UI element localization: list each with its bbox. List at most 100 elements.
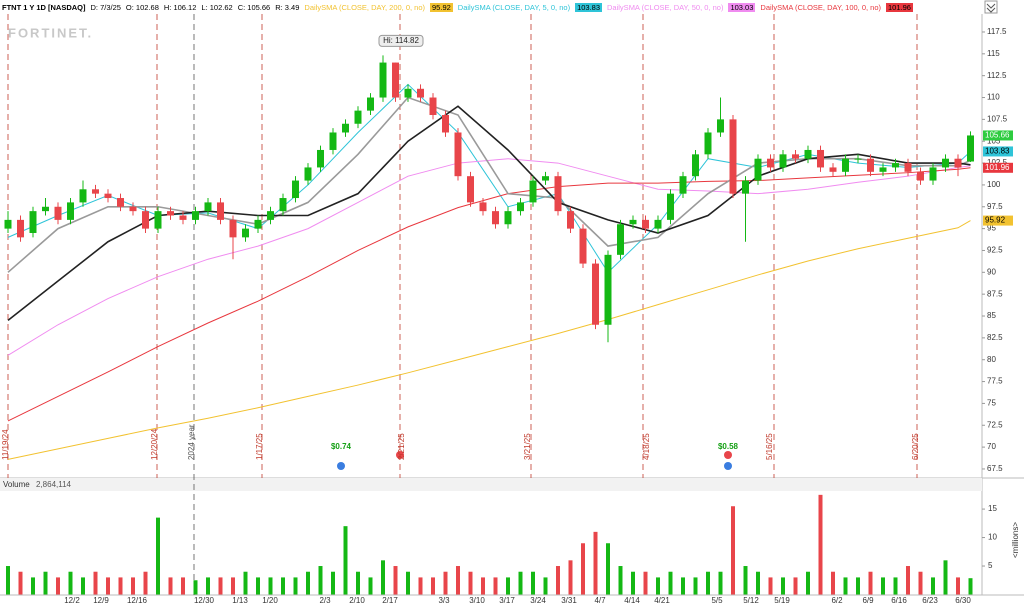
- event-date: 4/18/25: [642, 433, 651, 460]
- symbol: FTNT 1 Y 1D [NASDAQ]: [2, 2, 86, 12]
- candle-body: [117, 198, 124, 207]
- candle-body: [742, 180, 749, 194]
- candle-body: [342, 123, 349, 133]
- volume-bar: [206, 577, 210, 595]
- volume-bar: [256, 577, 260, 595]
- candle-body: [129, 206, 137, 212]
- candle-body: [579, 228, 587, 264]
- candle-body: [242, 228, 249, 238]
- candle-body: [929, 167, 937, 181]
- x-tick-label: 6/23: [922, 596, 938, 605]
- x-tick-label: 6/30: [955, 596, 971, 605]
- x-tick-label: 3/24: [530, 596, 546, 605]
- volume-bar: [331, 571, 335, 595]
- expand-button[interactable]: [984, 0, 998, 14]
- y-tick-label: 70: [987, 442, 996, 451]
- volume-bar: [843, 577, 848, 595]
- y-tick-label: 90: [987, 267, 996, 276]
- earnings-icon[interactable]: [724, 451, 732, 459]
- candle-body: [279, 198, 287, 212]
- volume-bar: [381, 560, 385, 595]
- candle-body: [442, 115, 449, 133]
- x-tick-label: 12/9: [93, 596, 109, 605]
- y-tick-label: 107.5: [987, 114, 1008, 123]
- candle-body: [679, 176, 687, 194]
- candle-body: [804, 149, 812, 159]
- y-tick-label: 100: [987, 180, 1001, 189]
- candle-body: [392, 62, 399, 98]
- candle-body: [629, 219, 637, 225]
- volume-bar: [31, 577, 35, 595]
- volume-bar: [293, 577, 298, 595]
- volume-bar: [531, 571, 535, 595]
- y-tick-label: 75: [987, 399, 996, 408]
- candle-body: [904, 163, 912, 172]
- volume-bar: [593, 531, 598, 595]
- event-date: 6/20/25: [911, 433, 920, 460]
- volume-bar: [268, 577, 273, 595]
- volume-bar: [368, 577, 373, 595]
- candle-body: [267, 211, 274, 220]
- legend-value: 95.92: [430, 2, 453, 12]
- y-tick-label: 95: [987, 224, 996, 233]
- candle-body: [692, 154, 699, 177]
- volume-bar: [756, 571, 760, 595]
- volume-bar: [118, 577, 123, 595]
- x-tick-label: 4/7: [594, 596, 606, 605]
- sma-line: [7, 158, 971, 356]
- volume-bar: [168, 577, 173, 595]
- volume-bar: [431, 577, 435, 595]
- candle-body: [829, 167, 837, 172]
- volume-bar: [581, 543, 585, 595]
- candle-body: [554, 176, 562, 212]
- y-tick-label: 110: [987, 93, 1000, 102]
- volume-bar: [93, 571, 98, 595]
- volume-bar: [443, 571, 448, 595]
- volume-bar: [706, 571, 710, 595]
- y-tick-label: 67.5: [987, 464, 1003, 473]
- candle-body: [654, 219, 662, 229]
- candle-body: [4, 219, 12, 229]
- volume-bar: [956, 577, 960, 595]
- x-tick-label: 5/12: [743, 596, 759, 605]
- y-tick-label: 82.5: [987, 333, 1003, 342]
- x-tick-label: 4/14: [624, 596, 640, 605]
- x-tick-label: 5/5: [711, 596, 723, 605]
- dividend-icon[interactable]: [724, 462, 732, 470]
- volume-bar: [518, 571, 523, 595]
- x-tick-label: 5/19: [774, 596, 790, 605]
- volume-bar: [281, 577, 285, 595]
- volume-bar: [218, 577, 223, 595]
- volume-header-bg: [0, 478, 982, 491]
- dividend-icon[interactable]: [337, 462, 345, 470]
- legend-entry: DailySMA (CLOSE, DAY, 200, 0, no): [304, 2, 426, 12]
- candle-body: [867, 158, 874, 172]
- candle-body: [429, 97, 437, 116]
- candle-body: [42, 206, 49, 212]
- candle-body: [104, 193, 112, 199]
- candle-body: [517, 202, 524, 212]
- event-date: 3/21/25: [523, 433, 532, 460]
- legend-entry: DailySMA (CLOSE, DAY, 100, 0, no): [760, 2, 882, 12]
- legend-value: 103.83: [575, 2, 603, 12]
- volume-bar: [81, 577, 85, 595]
- candle-body: [892, 163, 899, 168]
- volume-bar: [543, 577, 548, 595]
- volume-bar: [568, 560, 573, 595]
- candle-body: [604, 254, 612, 325]
- volume-bar: [731, 506, 735, 595]
- candle-body: [142, 211, 149, 229]
- volume-bar: [818, 494, 823, 595]
- x-tick-label: 12/2: [64, 596, 80, 605]
- volume-bar: [893, 577, 898, 595]
- candle-body: [79, 189, 87, 203]
- volume-bar: [881, 577, 885, 595]
- x-tick-label: 2/3: [319, 596, 331, 605]
- y-tick-label: 92.5: [987, 246, 1003, 255]
- candle-body: [92, 189, 99, 194]
- candle-body: [817, 149, 824, 168]
- legend-value: 103.03: [728, 2, 756, 12]
- price-tag-bg: [983, 130, 1013, 141]
